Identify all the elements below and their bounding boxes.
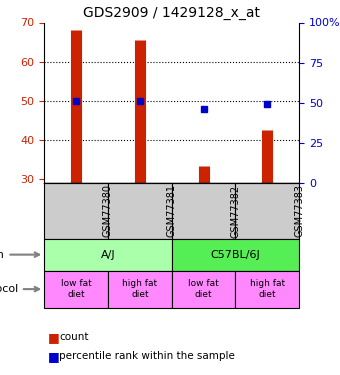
Text: protocol: protocol bbox=[0, 284, 39, 294]
FancyBboxPatch shape bbox=[172, 271, 235, 308]
FancyBboxPatch shape bbox=[44, 183, 108, 238]
Text: C57BL/6J: C57BL/6J bbox=[210, 250, 260, 259]
FancyBboxPatch shape bbox=[235, 183, 299, 238]
Text: count: count bbox=[59, 333, 89, 342]
Text: GSM77383: GSM77383 bbox=[294, 184, 304, 237]
Text: GSM77381: GSM77381 bbox=[167, 184, 177, 237]
Text: high fat
diet: high fat diet bbox=[250, 279, 285, 299]
Text: ■: ■ bbox=[48, 350, 59, 363]
Text: high fat
diet: high fat diet bbox=[122, 279, 157, 299]
FancyBboxPatch shape bbox=[235, 271, 299, 308]
Text: percentile rank within the sample: percentile rank within the sample bbox=[59, 351, 235, 361]
Text: ■: ■ bbox=[48, 331, 59, 344]
FancyBboxPatch shape bbox=[44, 271, 108, 308]
Text: A/J: A/J bbox=[101, 250, 115, 259]
Text: GSM77382: GSM77382 bbox=[231, 184, 240, 237]
FancyBboxPatch shape bbox=[108, 183, 172, 238]
FancyBboxPatch shape bbox=[108, 271, 172, 308]
FancyBboxPatch shape bbox=[172, 183, 235, 238]
Text: low fat
diet: low fat diet bbox=[61, 279, 91, 299]
Text: strain: strain bbox=[0, 250, 39, 259]
Title: GDS2909 / 1429128_x_at: GDS2909 / 1429128_x_at bbox=[83, 6, 260, 20]
FancyBboxPatch shape bbox=[44, 238, 172, 271]
Text: low fat
diet: low fat diet bbox=[188, 279, 219, 299]
FancyBboxPatch shape bbox=[172, 238, 299, 271]
Text: GSM77380: GSM77380 bbox=[103, 184, 113, 237]
